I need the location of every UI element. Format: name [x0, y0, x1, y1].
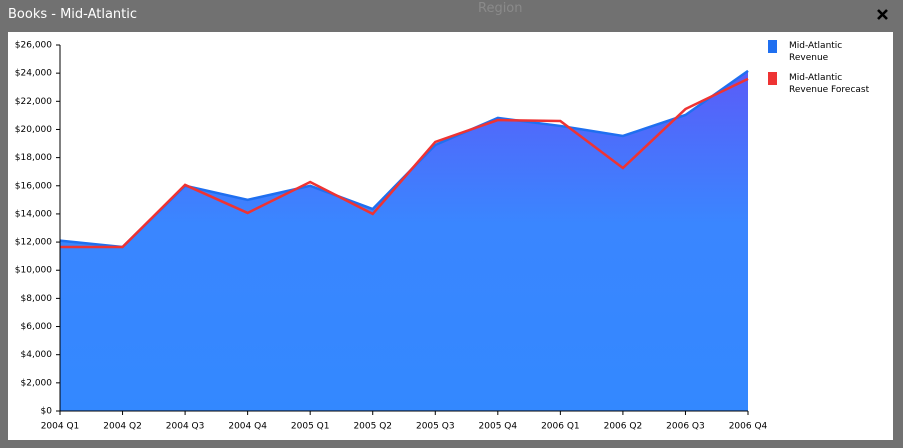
x-tick-label: 2005 Q3 [416, 422, 455, 432]
y-tick-label: $22,000 [15, 97, 52, 107]
x-tick-label: 2005 Q1 [291, 422, 330, 432]
x-tick-label: 2004 Q3 [166, 422, 205, 432]
x-tick-label: 2004 Q1 [41, 422, 80, 432]
x-tick-label: 2006 Q1 [541, 422, 580, 432]
background-label: Region [478, 1, 523, 16]
x-tick-label: 2006 Q3 [666, 422, 705, 432]
legend-swatch [768, 72, 777, 85]
y-tick-label: $20,000 [15, 125, 52, 135]
close-button[interactable] [874, 6, 894, 26]
x-tick-label: 2005 Q2 [353, 422, 392, 432]
legend-label: Mid-Atlantic Revenue Forecast [789, 73, 870, 95]
x-tick-label: 2004 Q4 [228, 422, 267, 432]
y-tick-label: $2,000 [21, 378, 53, 388]
y-tick-label: $8,000 [21, 294, 53, 304]
x-tick-label: 2005 Q4 [479, 422, 518, 432]
y-tick-label: $6,000 [21, 322, 53, 332]
y-tick-label: $24,000 [15, 69, 52, 79]
y-tick-label: $18,000 [15, 153, 52, 163]
y-tick-label: $10,000 [15, 266, 52, 276]
area [60, 70, 748, 411]
y-tick-label: $16,000 [15, 181, 52, 191]
x-tick-label: 2006 Q4 [729, 422, 768, 432]
legend: Mid-Atlantic Revenue Mid-Atlantic Revenue… [768, 40, 888, 104]
y-tick-label: $26,000 [15, 41, 52, 51]
legend-item: Mid-Atlantic Revenue [768, 40, 888, 64]
line [60, 77, 749, 249]
x-tick-label: 2004 Q2 [103, 422, 142, 432]
legend-label: Mid-Atlantic Revenue [789, 41, 843, 63]
x-tick-label: 2006 Q2 [604, 422, 643, 432]
window-title: Books - Mid-Atlantic [8, 7, 138, 22]
legend-item: Mid-Atlantic Revenue Forecast [768, 72, 888, 96]
legend-swatch [768, 40, 777, 53]
y-tick-label: $0 [41, 407, 53, 417]
y-tick-label: $14,000 [15, 209, 52, 219]
y-tick-label: $12,000 [15, 238, 52, 248]
y-tick-label: $4,000 [21, 350, 53, 360]
